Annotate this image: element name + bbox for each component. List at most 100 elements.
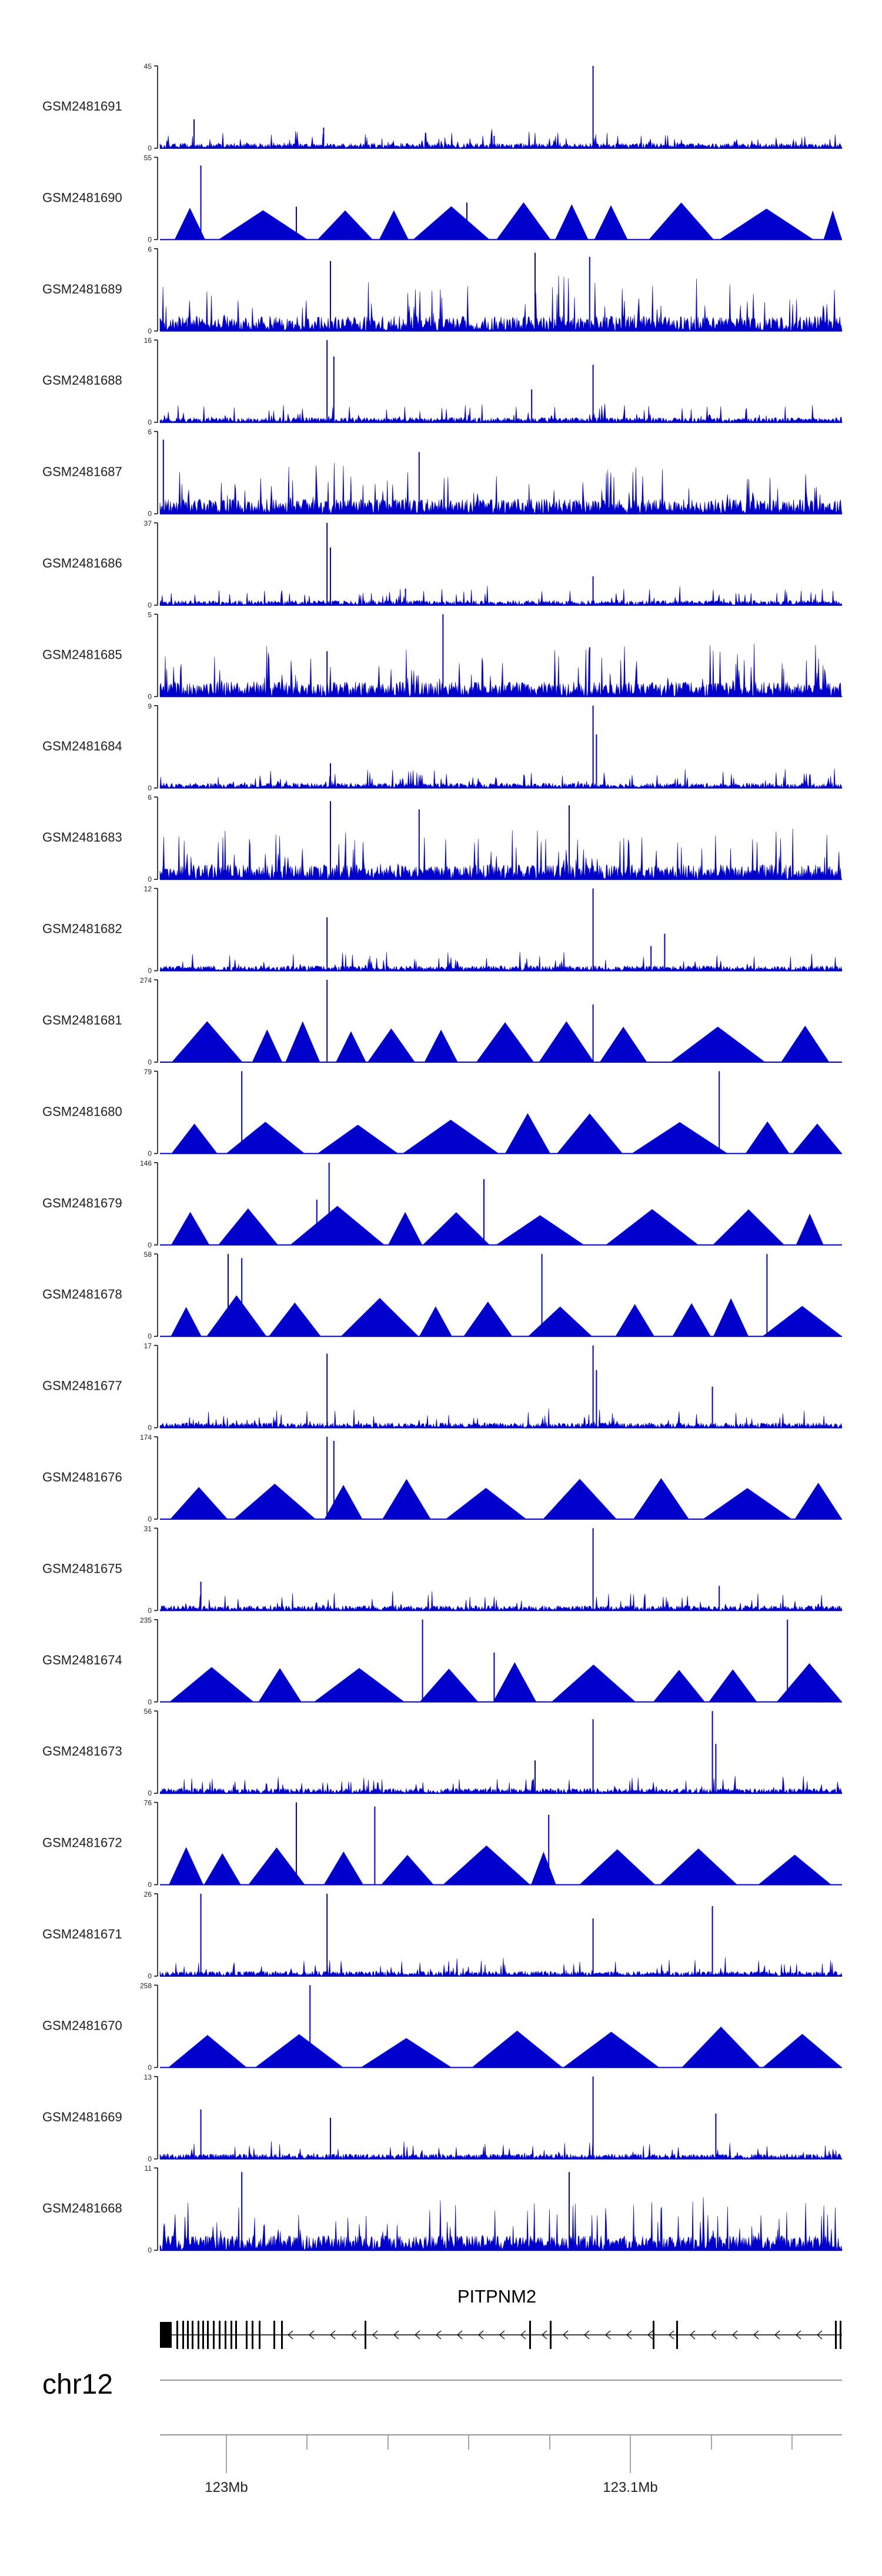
signal-area <box>160 1113 842 1154</box>
track-label: GSM2481691 <box>42 99 122 114</box>
y-axis-zero-label: 0 <box>148 2246 152 2254</box>
track-GSM2481683: GSM2481683 6 0 <box>42 793 843 883</box>
y-axis-zero-label: 0 <box>148 784 152 792</box>
signal-area <box>159 952 843 972</box>
strand-arrow <box>647 2330 653 2340</box>
gene-exon <box>202 2321 204 2349</box>
gene-exon <box>365 2321 366 2349</box>
gene-exon <box>252 2321 253 2349</box>
track-label: GSM2481678 <box>42 1287 122 1302</box>
signal-area <box>160 202 842 240</box>
strand-arrow <box>393 2330 399 2340</box>
strand-arrow <box>499 2330 505 2340</box>
strand-arrow <box>457 2330 463 2340</box>
y-axis-max-label: 11 <box>145 2164 152 2173</box>
track-GSM2481680: GSM2481680 79 0 <box>42 1067 842 1157</box>
track-GSM2481673: GSM2481673 56 0 <box>42 1707 843 1797</box>
track-label: GSM2481668 <box>42 2201 122 2215</box>
strand-arrow <box>330 2330 336 2340</box>
track-GSM2481671: GSM2481671 26 0 <box>42 1890 843 1980</box>
track-GSM2481675: GSM2481675 31 0 <box>42 1524 843 1614</box>
strand-arrow <box>436 2330 442 2340</box>
y-axis-max-label: 12 <box>144 885 152 893</box>
y-axis-zero-label: 0 <box>148 2063 152 2071</box>
y-axis-zero-label: 0 <box>148 875 152 883</box>
axis-ticks <box>226 2435 793 2473</box>
track-GSM2481687: GSM2481687 6 0 <box>42 428 843 518</box>
track-GSM2481691: GSM2481691 45 0 <box>42 62 843 152</box>
strand-arrow <box>669 2330 674 2340</box>
signal-area <box>160 1662 842 1702</box>
x-tick-label-123Mb: 123Mb <box>205 2480 248 2495</box>
gene-model-PITPNM2 <box>160 2321 842 2349</box>
signal-area <box>159 644 843 697</box>
y-axis-zero-label: 0 <box>148 1698 152 1706</box>
track-label: GSM2481685 <box>42 647 122 662</box>
track-label: GSM2481671 <box>42 1927 122 1941</box>
track-label: GSM2481677 <box>42 1379 122 1393</box>
track-label: GSM2481683 <box>42 830 122 845</box>
y-axis-max-label: 58 <box>144 1250 152 1259</box>
gene-exon <box>192 2321 193 2349</box>
track-label: GSM2481690 <box>42 190 122 205</box>
y-axis-max-label: 79 <box>144 1067 152 1076</box>
y-axis-max-label: 6 <box>148 428 152 436</box>
gene-exon <box>187 2321 189 2349</box>
gene-exon <box>259 2321 260 2349</box>
signal-area <box>160 1295 842 1337</box>
signal-area <box>159 463 843 515</box>
gene-exon <box>230 2321 232 2349</box>
gene-exon <box>281 2321 283 2349</box>
track-GSM2481679: GSM2481679 146 0 <box>42 1159 842 1249</box>
y-axis-zero-label: 0 <box>148 1149 152 1157</box>
track-GSM2481689: GSM2481689 6 0 <box>42 245 843 335</box>
signal-area <box>159 1957 843 1977</box>
y-axis-zero-label: 0 <box>148 1515 152 1523</box>
strand-arrow <box>584 2330 590 2340</box>
gene-exon <box>160 2322 172 2348</box>
track-GSM2481681: GSM2481681 274 0 <box>42 976 842 1066</box>
y-axis-max-label: 76 <box>144 1799 152 1807</box>
track-GSM2481676: GSM2481676 174 0 <box>42 1433 842 1523</box>
y-axis-zero-label: 0 <box>148 418 152 426</box>
track-label: GSM2481687 <box>42 465 122 479</box>
track-label: GSM2481681 <box>42 1013 122 1027</box>
strand-arrow <box>626 2330 632 2340</box>
signal-area <box>159 403 843 423</box>
signal-area <box>159 2140 843 2160</box>
y-axis-max-label: 146 <box>140 1159 152 1167</box>
track-label: GSM2481674 <box>42 1653 122 1667</box>
gene-exon <box>550 2321 552 2349</box>
track-GSM2481668: GSM2481668 11 0 <box>42 2164 843 2254</box>
y-axis-max-label: 6 <box>148 793 152 802</box>
gene-exon <box>213 2321 215 2349</box>
strand-arrow <box>563 2330 569 2340</box>
track-label: GSM2481676 <box>42 1470 122 1484</box>
y-axis-zero-label: 0 <box>148 1881 152 1889</box>
y-axis-max-label: 9 <box>148 702 152 710</box>
signal-area <box>160 1478 842 1519</box>
signal-area <box>159 129 843 149</box>
signal-area <box>159 1408 843 1429</box>
track-GSM2481677: GSM2481677 17 0 <box>42 1342 843 1432</box>
signal-area <box>159 276 843 332</box>
y-axis-zero-label: 0 <box>148 601 152 609</box>
signal-area <box>160 1206 824 1245</box>
signal-area <box>160 2026 842 2068</box>
y-axis-max-label: 26 <box>144 1890 152 1898</box>
track-label: GSM2481670 <box>42 2018 122 2033</box>
gene-exon <box>273 2321 275 2349</box>
y-axis-zero-label: 0 <box>148 692 152 700</box>
strand-arrow <box>817 2330 823 2340</box>
gene-exon <box>235 2321 237 2349</box>
y-axis-max-label: 174 <box>140 1433 152 1442</box>
y-axis-max-label: 56 <box>144 1707 152 1716</box>
y-axis-max-label: 17 <box>144 1342 152 1350</box>
track-GSM2481672: GSM2481672 76 0 <box>42 1799 842 1889</box>
chromosome-axis: chr12 123Mb 123.1Mb <box>42 2369 842 2495</box>
signal-area <box>159 2197 843 2251</box>
y-axis-zero-label: 0 <box>148 1789 152 1797</box>
track-GSM2481690: GSM2481690 55 0 <box>42 154 842 243</box>
y-axis-zero-label: 0 <box>148 2155 152 2163</box>
strand-arrow <box>351 2330 357 2340</box>
